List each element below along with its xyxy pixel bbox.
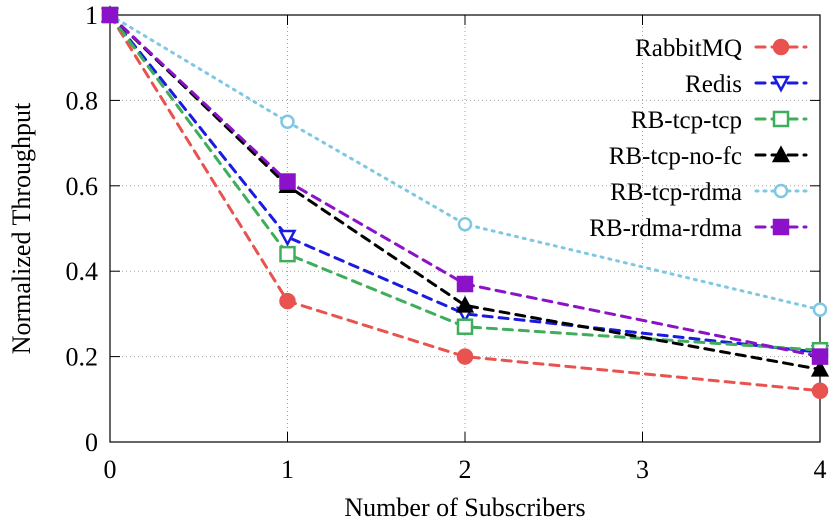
data-point-rb-tcp-no-fc	[810, 359, 830, 377]
data-point-rb-tcp-tcp	[279, 245, 296, 263]
y-axis-ticks: 0 0.2 0.4 0.6 0.8 1	[66, 1, 820, 457]
series-line-rb-rdma-rdma	[108, 13, 822, 359]
data-point-rb-tcp-no-fc	[455, 295, 475, 313]
y-tick-label: 0.2	[66, 343, 99, 372]
data-point-rb-tcp-tcp	[456, 318, 474, 335]
legend-label: RB-rdma-rdma	[589, 215, 742, 242]
legend-marker	[773, 183, 789, 199]
data-point-rb-tcp-rdma	[457, 216, 473, 232]
legend-entry-rabbitmq: RabbitMQ	[635, 35, 808, 62]
series-layer	[100, 5, 830, 400]
y-tick-label: 0.8	[66, 86, 99, 115]
data-point-rb-tcp-rdma	[280, 114, 295, 129]
data-point-redis	[278, 229, 297, 247]
legend-entry-rb-tcp-no-fc: RB-tcp-no-fc	[609, 143, 808, 170]
legend-label: RB-tcp-rdma	[610, 179, 742, 206]
series-line-redis	[108, 13, 822, 354]
series-rb-rdma-rdma	[101, 6, 829, 365]
data-point-rb-rdma-rdma	[811, 348, 829, 365]
legend-label: RB-tcp-tcp	[631, 107, 742, 134]
x-tick-label: 0	[104, 455, 117, 484]
x-axis-ticks: 0 1 2 3 4	[104, 15, 827, 484]
x-tick-label: 3	[636, 455, 649, 484]
series-line-rabbitmq	[108, 13, 822, 393]
x-tick-label: 2	[459, 455, 472, 484]
legend-marker	[772, 110, 790, 128]
data-point-rabbitmq	[279, 292, 296, 310]
data-point-rb-rdma-rdma	[101, 6, 119, 24]
y-tick-label: 0.6	[66, 172, 99, 201]
data-point-rb-rdma-rdma	[279, 173, 296, 190]
y-axis-title: Normalized Throughput	[7, 102, 36, 354]
series-line-rb-tcp-rdma	[108, 13, 822, 312]
series-line-rb-tcp-tcp	[108, 13, 822, 352]
legend-marker	[771, 145, 791, 163]
legend-label: RabbitMQ	[635, 35, 742, 62]
data-point-rabbitmq	[456, 348, 474, 365]
legend-marker	[772, 38, 790, 56]
y-tick-label: 0.4	[66, 257, 99, 286]
legend-entry-rb-tcp-rdma: RB-tcp-rdma	[610, 179, 808, 206]
legend-label: Redis	[685, 71, 742, 98]
y-tick-label: 1	[85, 1, 98, 30]
legend-entry-rb-tcp-tcp: RB-tcp-tcp	[631, 107, 808, 134]
data-point-rb-tcp-rdma	[812, 302, 828, 317]
series-line-rb-tcp-no-fc	[108, 13, 822, 371]
legend-entry-rb-rdma-rdma: RB-rdma-rdma	[589, 215, 808, 242]
legend-marker	[772, 218, 790, 236]
x-axis-title: Number of Subscribers	[344, 493, 585, 522]
data-point-rabbitmq	[811, 382, 829, 400]
legend-entry-redis: Redis	[685, 71, 808, 98]
data-point-rb-rdma-rdma	[456, 275, 474, 293]
legend-label: RB-tcp-no-fc	[609, 143, 742, 170]
legend-marker	[771, 75, 791, 93]
legend: RabbitMQ Redis RB-tcp-tcp RB-tcp-no-fc RB-tc…	[589, 35, 808, 242]
x-tick-label: 1	[281, 455, 294, 484]
y-tick-label: 0	[85, 428, 98, 457]
x-tick-label: 4	[814, 455, 827, 484]
